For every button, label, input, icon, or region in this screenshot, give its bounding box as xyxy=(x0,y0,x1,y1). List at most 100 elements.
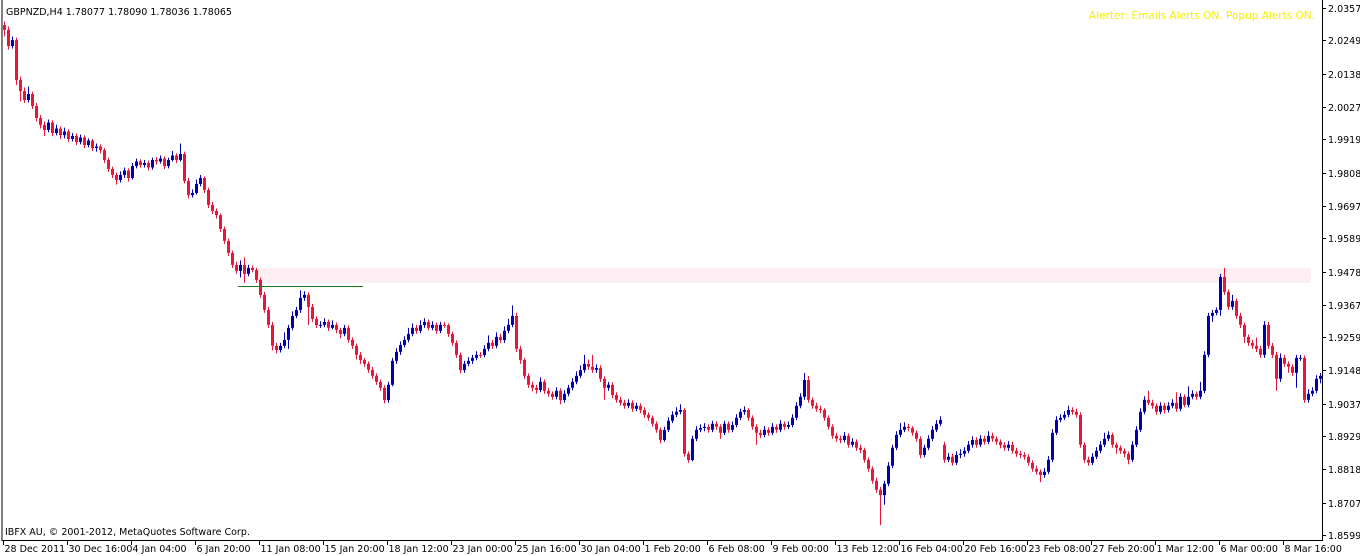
candle-body xyxy=(167,159,170,166)
candle xyxy=(23,87,26,104)
price-tick-label: 1.85990 xyxy=(1328,531,1360,542)
candle-body xyxy=(595,368,598,370)
candle xyxy=(731,421,734,433)
price-tick-label: 2.01380 xyxy=(1328,70,1360,81)
candle xyxy=(115,172,118,185)
candle xyxy=(471,354,474,364)
candle-body xyxy=(347,327,350,340)
candle-body xyxy=(315,318,318,326)
candle-body xyxy=(343,327,346,334)
candle-body xyxy=(719,426,722,433)
candle-body xyxy=(495,336,498,346)
candle xyxy=(1107,431,1110,442)
candle xyxy=(663,426,666,442)
candle xyxy=(379,379,382,391)
candle xyxy=(723,420,726,436)
candle-body xyxy=(559,390,562,401)
candle xyxy=(407,327,410,343)
candle-body xyxy=(423,321,426,326)
candle-body xyxy=(683,409,686,454)
time-tick-label: 15 Jan 20:00 xyxy=(325,544,385,555)
candle-body xyxy=(363,359,366,364)
candle xyxy=(43,121,46,137)
candle xyxy=(675,407,678,418)
candle-body xyxy=(607,384,610,388)
candle-body xyxy=(1019,453,1022,455)
candle-body xyxy=(835,435,838,439)
candle-body xyxy=(1191,393,1194,397)
candle-body xyxy=(1103,438,1106,445)
candle xyxy=(1171,399,1174,409)
candle xyxy=(211,201,214,214)
time-tick-label: 13 Feb 12:00 xyxy=(837,544,899,555)
candle-body xyxy=(227,240,230,253)
price-axis[interactable]: 2.03570 2.02490 2.01380 2.00270 1.99190 1.980… xyxy=(1322,4,1360,542)
candle xyxy=(903,422,906,433)
candle xyxy=(867,457,870,472)
time-axis[interactable]: 28 Dec 2011 30 Dec 16:00 4 Jan 04:00 6 Jan … xyxy=(3,540,1342,555)
candle xyxy=(123,167,126,178)
candle xyxy=(771,423,774,436)
candle xyxy=(27,86,30,103)
candle xyxy=(1191,390,1194,400)
candle xyxy=(819,405,822,414)
candle xyxy=(1267,321,1270,349)
time-tick-label: 6 Mar 00:00 xyxy=(1221,544,1278,555)
candle-body xyxy=(1011,444,1014,451)
candle xyxy=(183,151,186,184)
candle-body xyxy=(303,294,306,298)
time-tick-label: 18 Jan 12:00 xyxy=(389,544,449,555)
candle xyxy=(715,421,718,430)
resistance-zone[interactable] xyxy=(258,267,1311,283)
price-tick-label: 2.02490 xyxy=(1328,36,1360,47)
candle xyxy=(315,316,318,328)
candle-body xyxy=(551,393,554,397)
candle xyxy=(175,153,178,163)
candle xyxy=(283,332,286,349)
candle xyxy=(279,342,282,353)
candle-body xyxy=(1315,378,1318,391)
candle-body xyxy=(907,426,910,428)
candle xyxy=(567,384,570,397)
candle xyxy=(595,364,598,373)
candle-body xyxy=(1143,399,1146,412)
candle-body xyxy=(999,441,1002,446)
candle-body xyxy=(663,429,666,440)
candle xyxy=(399,341,402,355)
candle-body xyxy=(419,325,422,331)
candle-body xyxy=(971,439,974,445)
candle xyxy=(759,429,762,439)
candle xyxy=(339,327,342,339)
time-tick-label: 23 Jan 00:00 xyxy=(453,544,513,555)
candle xyxy=(1303,355,1306,403)
candle xyxy=(519,345,522,364)
price-tick-label: 1.87070 xyxy=(1328,499,1360,510)
candle-body xyxy=(759,432,762,435)
candle-body xyxy=(1187,396,1190,405)
candle xyxy=(951,453,954,466)
candle-body xyxy=(859,447,862,450)
candle-body xyxy=(1287,363,1290,367)
candle-body xyxy=(155,159,158,162)
candle xyxy=(439,321,442,334)
candle-body xyxy=(779,423,782,430)
candle-body xyxy=(1083,444,1086,460)
candle-body xyxy=(827,417,830,427)
candle-body xyxy=(515,315,518,349)
candles-layer xyxy=(3,21,1322,526)
candle xyxy=(587,359,590,370)
candle xyxy=(995,436,998,445)
candle-body xyxy=(687,453,690,461)
candle xyxy=(615,392,618,403)
candle-body xyxy=(1303,357,1306,400)
candle-body xyxy=(63,131,66,136)
candle xyxy=(691,435,694,462)
candle xyxy=(991,432,994,442)
candle-body xyxy=(1027,456,1030,463)
candle-body xyxy=(367,363,370,370)
candle xyxy=(1007,441,1010,451)
candle-body xyxy=(1243,324,1246,337)
candle xyxy=(91,139,94,151)
candle xyxy=(155,156,158,165)
